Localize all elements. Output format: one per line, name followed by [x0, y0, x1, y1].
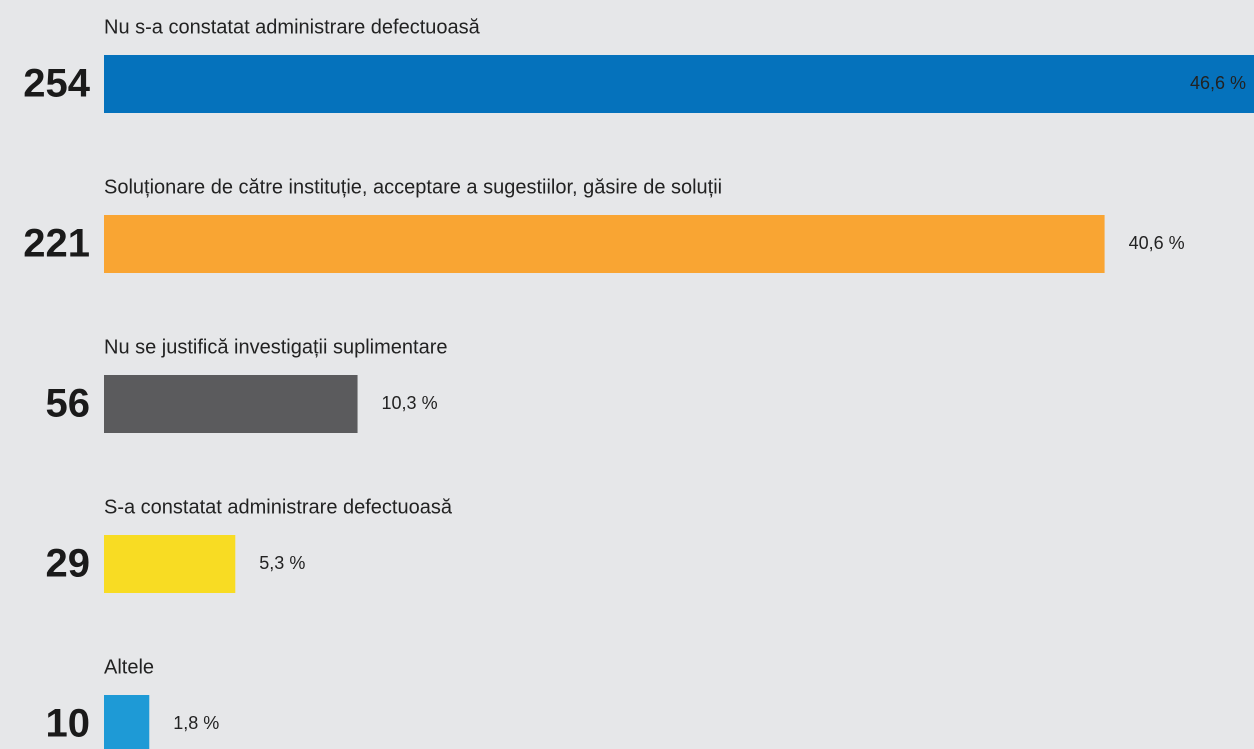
bar — [104, 215, 1105, 273]
percent-label: 40,6 % — [1129, 233, 1185, 253]
category-label: S-a constatat administrare defectuoasă — [104, 496, 453, 518]
bar — [104, 375, 358, 433]
percent-label: 46,6 % — [1190, 73, 1246, 93]
count-label: 254 — [23, 62, 90, 106]
bar — [104, 55, 1254, 113]
category-label: Altele — [104, 656, 154, 678]
percent-label: 1,8 % — [173, 713, 219, 733]
count-label: 10 — [46, 702, 91, 746]
count-label: 29 — [46, 542, 91, 586]
category-label: Nu se justifică investigații suplimentar… — [104, 336, 448, 358]
bar — [104, 535, 236, 593]
percent-label: 10,3 % — [382, 393, 438, 413]
percent-label: 5,3 % — [259, 553, 305, 573]
count-label: 221 — [23, 222, 90, 266]
bar — [104, 695, 150, 749]
category-label: Soluționare de către instituție, accepta… — [104, 176, 722, 198]
category-label: Nu s-a constatat administrare defectuoas… — [104, 16, 481, 38]
count-label: 56 — [46, 382, 91, 426]
